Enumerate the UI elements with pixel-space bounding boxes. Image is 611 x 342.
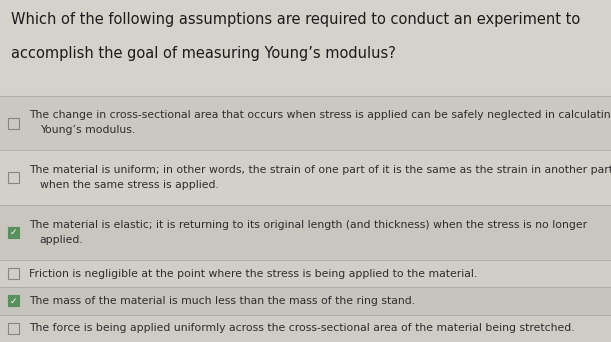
Text: Young’s modulus.: Young’s modulus.: [40, 126, 135, 135]
Text: The material is uniform; in other words, the strain of one part of it is the sam: The material is uniform; in other words,…: [29, 165, 611, 175]
Bar: [0, 96, 611, 150]
Bar: [8, 323, 19, 334]
Bar: [0, 150, 611, 205]
Bar: [0, 205, 611, 260]
Text: when the same stress is applied.: when the same stress is applied.: [40, 180, 219, 190]
Text: The material is elastic; it is returning to its original length (and thickness) : The material is elastic; it is returning…: [29, 220, 587, 230]
Bar: [8, 118, 19, 129]
Bar: [0, 287, 611, 315]
Text: applied.: applied.: [40, 235, 84, 245]
Text: ✓: ✓: [10, 297, 17, 305]
Bar: [8, 268, 19, 279]
Text: The force is being applied uniformly across the cross-sectional area of the mate: The force is being applied uniformly acr…: [29, 323, 575, 333]
Bar: [0, 260, 611, 287]
Text: Friction is negligible at the point where the stress is being applied to the mat: Friction is negligible at the point wher…: [29, 268, 478, 279]
Text: accomplish the goal of measuring Young’s modulus?: accomplish the goal of measuring Young’s…: [11, 46, 396, 61]
Text: The change in cross-sectional area that occurs when stress is applied can be saf: The change in cross-sectional area that …: [29, 110, 611, 120]
Bar: [8, 172, 19, 183]
Text: The mass of the material is much less than the mass of the ring stand.: The mass of the material is much less th…: [29, 296, 415, 306]
Bar: [8, 295, 19, 306]
Bar: [0, 315, 611, 342]
Bar: [8, 227, 19, 238]
Text: Which of the following assumptions are required to conduct an experiment to: Which of the following assumptions are r…: [11, 12, 580, 27]
Text: ✓: ✓: [10, 228, 17, 237]
